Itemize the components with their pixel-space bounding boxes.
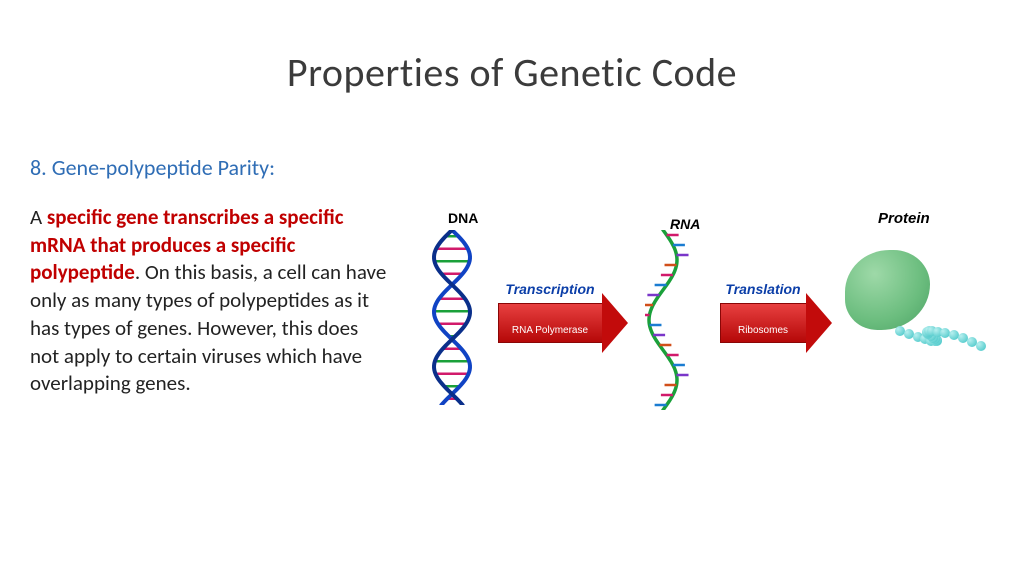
- slide: Properties of Genetic Code 8. Gene-polyp…: [0, 0, 1024, 574]
- machine-label-polymerase: RNA Polymerase: [498, 325, 602, 336]
- protein-label: Protein: [878, 210, 930, 227]
- rna-svg: [645, 230, 700, 410]
- body-text-column: 8. Gene-polypeptide Parity: A specific g…: [30, 153, 390, 398]
- process-label-transcription: Transcription: [498, 281, 602, 297]
- machine-label-ribosomes: Ribosomes: [720, 325, 806, 336]
- dna-label: DNA: [448, 210, 478, 226]
- transcription-arrow: Transcription RNA Polymerase: [498, 303, 602, 343]
- protein-graphic: [845, 245, 985, 385]
- body-lead: A: [30, 204, 47, 230]
- arrow-head-icon: [602, 293, 628, 353]
- arrow-shape: [498, 303, 602, 343]
- protein-blob: [845, 250, 930, 330]
- arrow-body: [498, 303, 602, 343]
- subhead-number: 8.: [30, 154, 47, 181]
- arrow-shape: [720, 303, 806, 343]
- subheading: 8. Gene-polypeptide Parity:: [30, 153, 390, 182]
- page-title: Properties of Genetic Code: [0, 48, 1024, 97]
- process-label-translation: Translation: [720, 281, 806, 297]
- dna-helix: [425, 230, 480, 405]
- arrow-head-icon: [806, 293, 832, 353]
- subhead-text: Gene-polypeptide Parity:: [52, 154, 275, 181]
- translation-arrow: Translation Ribosomes: [720, 303, 806, 343]
- dna-svg: [425, 230, 480, 405]
- central-dogma-diagram: DNA RNA Protein Transcription RNA Polyme…: [410, 210, 1000, 430]
- arrow-body: [720, 303, 806, 343]
- body-paragraph: A specific gene transcribes a specific m…: [30, 204, 390, 398]
- rna-strand: [645, 230, 700, 410]
